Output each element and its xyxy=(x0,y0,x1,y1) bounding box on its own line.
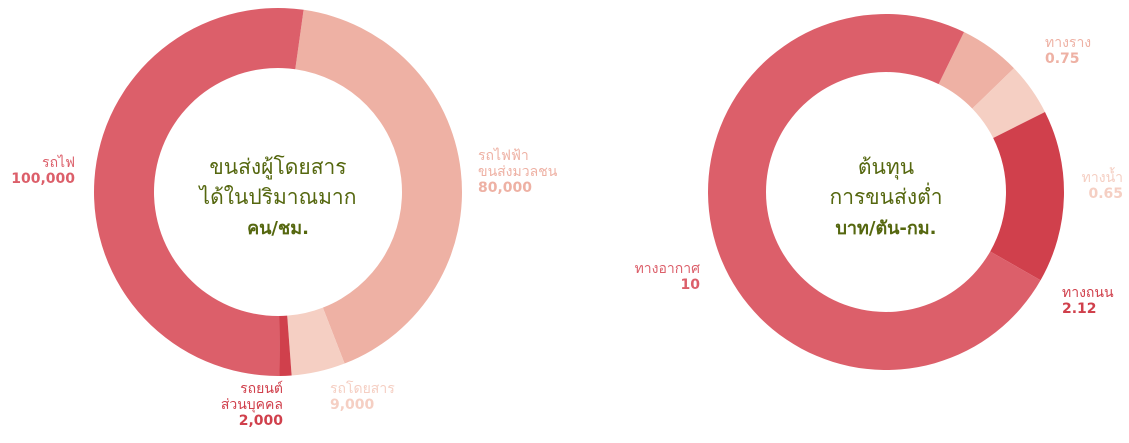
slice-label: ทางน้ำ xyxy=(1082,167,1123,186)
donut-slice xyxy=(708,13,1041,370)
value-label: 0.75 xyxy=(1045,51,1080,67)
donut-slice xyxy=(938,32,1014,109)
center-title: ต้นทุน xyxy=(858,155,914,180)
donut-slice xyxy=(287,307,345,376)
donut-slice xyxy=(295,9,463,364)
donut-slice xyxy=(990,111,1064,281)
slice-label: รถโดยสาร xyxy=(330,380,395,397)
slice-label: ขนส่งมวลชน xyxy=(478,164,558,180)
donut-slice xyxy=(94,8,304,376)
value-label: 9,000 xyxy=(330,397,375,413)
value-label: 100,000 xyxy=(11,171,75,187)
center-title: ได้ในปริมาณมาก xyxy=(198,185,357,209)
slice-label: รถยนต์ xyxy=(240,380,283,397)
center-title: บาท/ตัน-กม. xyxy=(835,218,936,239)
value-label: 10 xyxy=(681,277,701,293)
donut-slice xyxy=(279,315,292,376)
slice-label: ทางราง xyxy=(1045,35,1091,51)
slice-label: ทางอากาศ xyxy=(635,261,701,277)
center-title: การขนส่งต่ำ xyxy=(830,182,943,209)
center-title: คน/ชม. xyxy=(247,218,309,239)
slice-label: ส่วนบุคคล xyxy=(221,397,283,413)
value-label: 0.65 xyxy=(1088,186,1123,202)
slice-label: รถไฟฟ้า xyxy=(478,147,529,164)
value-label: 80,000 xyxy=(478,180,532,196)
slice-label: ทางถนน xyxy=(1062,285,1114,301)
value-label: 2.12 xyxy=(1062,301,1097,317)
slice-label: รถไฟ xyxy=(42,154,75,171)
donut-slice xyxy=(972,68,1045,139)
value-label: 2,000 xyxy=(239,413,284,429)
center-title: ขนส่งผู้โดยสาร xyxy=(209,155,346,180)
